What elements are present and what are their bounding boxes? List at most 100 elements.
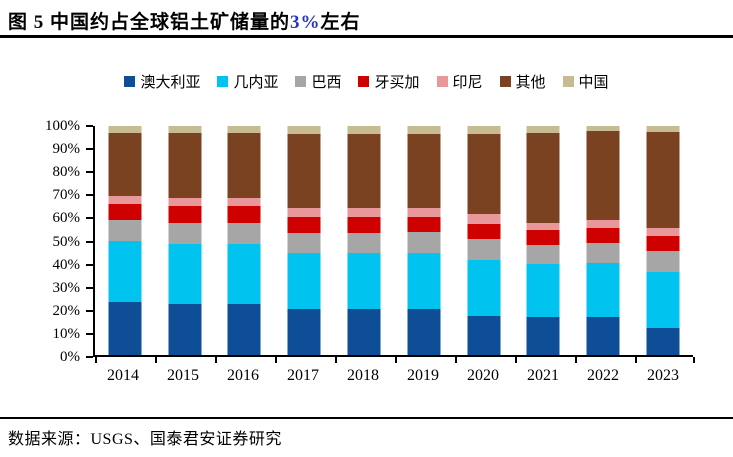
stacked-bar-2017 xyxy=(287,126,321,355)
bar-segment xyxy=(407,216,441,233)
bar-segment xyxy=(347,232,381,253)
x-axis-tick-mark xyxy=(515,357,517,363)
figure-title-suffix: 左右 xyxy=(320,12,361,33)
bar-segment xyxy=(347,252,381,310)
bar-slot-2018 xyxy=(334,126,394,355)
y-axis-tick-label: 50% xyxy=(52,233,81,250)
legend-label: 中国 xyxy=(578,75,609,91)
legend-label: 印尼 xyxy=(452,75,483,91)
bar-segment xyxy=(227,206,261,223)
bar-slot-2014 xyxy=(95,126,155,355)
x-axis-tick-mark xyxy=(575,357,577,363)
bar-segment xyxy=(347,217,381,233)
y-axis-tick-mark xyxy=(86,125,93,127)
y-axis-tick-mark xyxy=(86,240,93,243)
bar-segment xyxy=(287,252,321,310)
figure-title-highlight: 3% xyxy=(290,12,321,33)
x-axis-tick-mark xyxy=(635,357,637,363)
bar-segment xyxy=(227,243,261,305)
bar-segment xyxy=(168,206,202,223)
legend-swatch xyxy=(217,76,229,87)
bar-segment xyxy=(467,126,501,134)
legend-swatch xyxy=(358,76,370,87)
bar-segment xyxy=(646,126,680,132)
bar-slot-2017 xyxy=(274,126,334,355)
x-axis-tick-label: 2019 xyxy=(407,367,439,384)
x-axis-tick-mark xyxy=(455,357,457,363)
bar-segment xyxy=(168,304,202,355)
y-axis-tick-label: 70% xyxy=(52,187,81,204)
bar-slot-2016 xyxy=(215,126,275,355)
y-axis-tick-label: 30% xyxy=(52,279,81,296)
bar-segment xyxy=(526,126,560,134)
plot-area xyxy=(86,125,695,363)
stacked-bar-2014 xyxy=(108,126,142,355)
stacked-bar-2016 xyxy=(227,126,261,355)
bar-segment xyxy=(467,223,501,239)
y-axis-tick-mark xyxy=(86,148,93,151)
x-axis-tick-label: 2021 xyxy=(527,367,559,384)
x-axis-tick-label: 2014 xyxy=(107,367,139,384)
bar-segment xyxy=(287,133,321,209)
bar-segment xyxy=(586,126,620,132)
bar-segment xyxy=(227,126,261,133)
x-axis-tick-label: 2017 xyxy=(287,367,319,384)
bar-segment xyxy=(467,214,501,224)
data-source-text: 数据来源：USGS、国泰君安证券研究 xyxy=(8,431,282,448)
y-axis-tick-label: 100% xyxy=(45,118,80,134)
y-axis-tick-mark xyxy=(86,309,93,312)
bar-segment xyxy=(108,195,142,204)
bar-segment xyxy=(287,232,321,253)
legend-swatch xyxy=(295,76,307,87)
y-axis-tick-label: 60% xyxy=(52,210,81,227)
x-axis-tick-mark xyxy=(155,357,157,363)
y-axis-tick-mark xyxy=(86,286,93,289)
bar-segment xyxy=(646,131,680,229)
y-axis-tick-label: 20% xyxy=(52,302,81,319)
bar-segment xyxy=(108,241,142,302)
bar-segment xyxy=(168,132,202,199)
bar-segment xyxy=(467,259,501,317)
bar-segment xyxy=(646,235,680,252)
x-axis-tick-label: 2023 xyxy=(647,367,679,384)
bar-segment xyxy=(108,220,142,242)
bar-slot-2022 xyxy=(573,126,633,355)
bar-segment xyxy=(407,252,441,310)
legend-swatch xyxy=(436,76,448,87)
legend-item-7: 中国 xyxy=(562,71,609,92)
legend-item-2: 几内亚 xyxy=(217,71,278,92)
x-axis-tick-label: 2018 xyxy=(347,367,379,384)
bar-segment xyxy=(347,126,381,134)
bar-segment xyxy=(407,126,441,134)
x-axis-tick-mark xyxy=(395,357,397,363)
title-divider-rule xyxy=(0,35,733,38)
legend-swatch xyxy=(499,76,511,87)
bar-slot-2019 xyxy=(394,126,454,355)
bar-segment xyxy=(108,203,142,221)
x-axis-tick-label: 2015 xyxy=(167,367,199,384)
bar-segment xyxy=(526,264,560,317)
y-axis-tick-label: 0% xyxy=(60,349,80,365)
bar-segment xyxy=(526,230,560,245)
legend-item-3: 巴西 xyxy=(295,71,341,92)
bar-segment xyxy=(287,208,321,218)
y-axis-tick-mark xyxy=(86,263,93,266)
bar-segment xyxy=(407,133,441,208)
legend-label: 澳大利亚 xyxy=(140,75,201,91)
bar-segment xyxy=(586,131,620,221)
y-axis-tick-mark xyxy=(86,194,93,197)
bar-segment xyxy=(108,126,142,133)
bars-container xyxy=(95,126,693,355)
bar-segment xyxy=(287,126,321,134)
bar-segment xyxy=(168,126,202,133)
x-axis-tick-mark xyxy=(275,357,277,363)
bar-segment xyxy=(586,220,620,228)
bar-segment xyxy=(168,198,202,207)
bar-segment xyxy=(287,309,321,355)
y-axis-tick-mark xyxy=(86,217,93,220)
bar-segment xyxy=(526,317,560,355)
stacked-bar-2018 xyxy=(347,126,381,355)
bar-slot-2020 xyxy=(454,126,514,355)
y-axis-tick-label: 90% xyxy=(52,141,81,158)
